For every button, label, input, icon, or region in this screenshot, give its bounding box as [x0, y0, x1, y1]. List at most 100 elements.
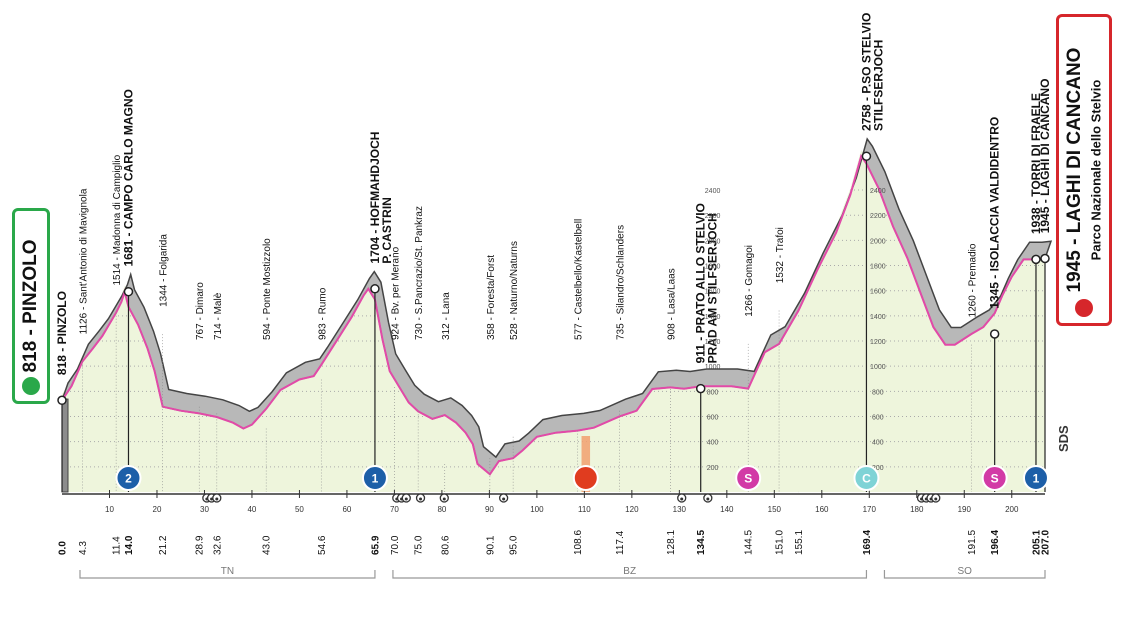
point-label: 714 - Malè: [213, 292, 224, 340]
y-tick-label: 1200: [870, 339, 886, 346]
region-bracket: [392, 570, 868, 579]
point-altitude: 1260: [967, 295, 978, 318]
point-separator: -: [213, 314, 224, 323]
x-tick-label: 130: [673, 505, 687, 514]
finish-name: LAGHI DI CANCANO: [1064, 47, 1085, 234]
point-altitude: 312: [441, 323, 452, 340]
km-label: 191.5: [967, 530, 978, 555]
start-name: PINZOLO: [20, 239, 41, 324]
tunnel-icon-dot: [404, 497, 408, 501]
point-altitude: 735: [616, 323, 627, 340]
tunnel-icon-dot: [419, 497, 423, 501]
point-altitude: 1344: [159, 284, 170, 307]
feed-zone-band: [581, 436, 591, 492]
x-tick-label: 120: [625, 505, 639, 514]
point-name: CAMPO CARLO MAGNO: [121, 89, 135, 229]
km-label: 108.6: [573, 530, 584, 555]
y-tick-label: 200: [872, 465, 884, 472]
tick-labels: 200 200 400 400 600 600 800 800 1000 1000 1200 1200…: [705, 188, 886, 472]
ground-fill: [62, 150, 1045, 492]
start-label: 818 - PINZOLO: [20, 239, 42, 372]
tunnel-icon-dot: [442, 497, 446, 501]
point-separator: -: [317, 314, 328, 323]
x-tick-label: 100: [530, 505, 544, 514]
km-label: 4.3: [78, 541, 89, 555]
point-label: 1126 - Sant'Antonio di Mavignola: [78, 188, 89, 334]
point-name: Sant'Antonio di Mavignola: [78, 188, 89, 304]
y-tick-label: 2400: [705, 188, 721, 195]
km-label: 11.4: [112, 536, 123, 555]
y-tick-label: 2200: [705, 213, 721, 220]
x-tick-label: 80: [437, 505, 446, 514]
feed-zone: [581, 436, 591, 492]
point-separator: -: [262, 314, 273, 323]
point-separator: -: [744, 286, 755, 295]
x-tick-label: 190: [958, 505, 972, 514]
x-tick-label: 40: [247, 505, 256, 514]
climb-badges: 2 1 S C S 1: [115, 465, 1049, 491]
point-name: Rumo: [317, 287, 328, 314]
y-tick-label: 1800: [705, 264, 721, 271]
point-name: PRATO ALLO STELVIO: [694, 203, 708, 333]
point-label: 1345 - ISOLACCIA VALDIDENTRO: [988, 117, 1002, 309]
tunnel-icon-dot: [706, 497, 710, 501]
point-name: LAGHI DI CANCANO: [1038, 79, 1052, 196]
point-altitude: 2758: [859, 104, 873, 131]
pin-dot: [695, 383, 706, 394]
pin-dot: [1040, 253, 1050, 264]
km-label: 70.0: [390, 535, 401, 555]
climb-badge: [735, 465, 762, 491]
km-label: 21.2: [158, 535, 169, 555]
point-name: HOFMAHDJOCH: [368, 132, 382, 227]
point-labels: 0.0 818 - PINZOLO 4.3 1126 - Sant'Antonio d…: [55, 13, 1052, 555]
y-tick-label: 800: [872, 389, 884, 396]
x-tick-label: 150: [768, 505, 782, 514]
point-label: 924 - Bv. per Merano: [390, 246, 401, 340]
point-altitude: 911: [694, 344, 708, 364]
climb-badge: [361, 465, 388, 491]
climb-badge-label: 2: [125, 472, 132, 486]
point-label: 1260 - Premadio: [967, 243, 978, 317]
gradient-line: [61, 153, 1046, 476]
km-label: 207.0: [1041, 530, 1052, 555]
point-separator: -: [1038, 196, 1052, 207]
point-separator: -: [1029, 197, 1043, 208]
climb-badge: [981, 465, 1008, 491]
point-name: TORRI DI FRAELE: [1029, 93, 1043, 197]
point-name: Silandro/Schlanders: [616, 225, 627, 315]
x-tick-label: 90: [485, 505, 494, 514]
region-bracket: [79, 570, 376, 579]
finish-altitude: 1945: [1064, 250, 1085, 293]
point-altitude: 358: [486, 323, 497, 340]
point-separator: -: [414, 314, 425, 323]
point-altitude: 528: [509, 323, 520, 340]
tunnel-icon-dot: [934, 497, 938, 501]
climb-badge: [115, 465, 142, 491]
point-label: 1945 - LAGHI DI CANCANO: [1038, 79, 1052, 234]
start-box: 818 - PINZOLO: [12, 208, 50, 404]
region-label: SO: [957, 566, 972, 577]
point-name: Malè: [213, 292, 224, 314]
point-altitude: 730: [414, 323, 425, 340]
pin-dot: [57, 395, 67, 406]
point-name: Trafoi: [775, 227, 786, 252]
y-tick-label: 400: [707, 440, 719, 447]
point-separator: -: [195, 314, 206, 323]
x-tick-label: 30: [200, 505, 209, 514]
pin-dot: [989, 329, 1000, 339]
km-label: 144.5: [744, 530, 755, 555]
point-altitude: 1681: [121, 239, 135, 266]
tunnel-icon-dot: [215, 497, 219, 501]
km-label: 90.1: [485, 535, 496, 555]
point-name-second-line: STILFSERJOCH: [871, 40, 885, 131]
point-name: Lana: [441, 292, 452, 315]
km-label: 205.1: [1031, 530, 1042, 555]
point-altitude: 1945: [1038, 206, 1052, 233]
point-name: Ponte Mostizzolo: [262, 238, 273, 315]
x-tick-label: 20: [153, 505, 162, 514]
x-axis: 10 20 30 40 50 60 70 80 90 100 110 120 130 140 150 160 1…: [62, 490, 1045, 514]
point-label: 1266 - Gomagoi: [744, 245, 755, 317]
y-tick-label: 1600: [870, 289, 886, 296]
y-tick-label: 800: [707, 389, 719, 396]
